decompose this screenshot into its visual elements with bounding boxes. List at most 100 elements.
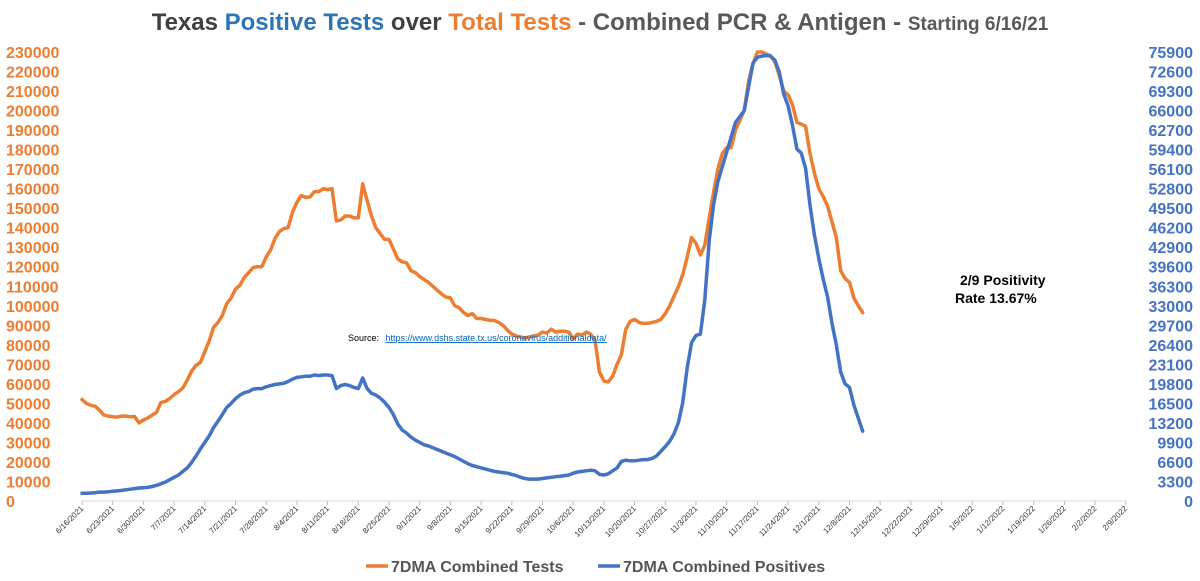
source-note: Source: https://www.dshs.state.tx.us/cor…: [348, 333, 607, 343]
right-tick-label: 23100: [1149, 357, 1194, 374]
left-tick-label: 40000: [6, 416, 51, 433]
x-tick-label: 11/17/2021: [727, 504, 762, 539]
left-tick-label: 190000: [6, 123, 59, 140]
right-tick-label: 49500: [1149, 201, 1194, 218]
left-tick-label: 30000: [6, 435, 51, 452]
x-tick-label: 1/5/2022: [947, 504, 976, 533]
right-tick-label: 56100: [1149, 162, 1194, 179]
x-tick-label: 8/11/2021: [300, 504, 331, 535]
left-tick-label: 100000: [6, 299, 59, 316]
legend: 7DMA Combined Tests 7DMA Combined Positi…: [366, 559, 825, 576]
left-tick-label: 170000: [6, 162, 59, 179]
left-tick-label: 110000: [6, 279, 59, 296]
right-tick-label: 66000: [1149, 104, 1194, 121]
x-tick-label: 12/29/2021: [910, 504, 945, 539]
right-tick-label: 33000: [1149, 299, 1194, 316]
x-tick-label: 10/27/2021: [634, 504, 669, 539]
x-tick-label: 11/10/2021: [696, 504, 731, 539]
series-lines: [80, 50, 865, 496]
x-tick-label: 9/8/2021: [425, 504, 454, 533]
x-tick-label: 9/29/2021: [514, 504, 546, 536]
x-tick-label: 7/28/2021: [238, 504, 270, 536]
right-tick-label: 9900: [1157, 435, 1193, 452]
x-tick-label: 1/26/2022: [1036, 504, 1068, 536]
left-tick-label: 160000: [6, 182, 59, 199]
right-axis: 0 3300 6600 9900 13200 16500 19800 23100 26400 29…: [1149, 45, 1194, 511]
left-tick-label: 140000: [6, 221, 59, 238]
x-tick-label: 9/22/2021: [484, 504, 516, 536]
right-tick-label: 6600: [1157, 455, 1193, 472]
left-tick-label: 80000: [6, 338, 51, 355]
left-tick-label: 50000: [6, 396, 51, 413]
x-tick-label: 12/15/2021: [849, 504, 884, 539]
x-tick-label: 9/1/2021: [395, 504, 424, 533]
x-tick-label: 12/1/2021: [791, 504, 823, 536]
annotation-line-1: 2/9 Positivity: [960, 272, 1046, 288]
x-tick-label: 8/4/2021: [272, 504, 301, 533]
title-part-2: over: [384, 9, 448, 36]
right-tick-label: 46200: [1149, 221, 1194, 238]
left-tick-label: 90000: [6, 318, 51, 335]
x-tick-label: 10/20/2021: [603, 504, 638, 539]
x-axis: 6/16/2021 6/23/2021 6/30/2021 7/7/2021 7/14/…: [54, 501, 1130, 539]
x-tick-label: 6/16/2021: [54, 504, 86, 536]
left-tick-label: 180000: [6, 143, 59, 160]
left-tick-label: 130000: [6, 240, 59, 257]
right-tick-label: 72600: [1149, 65, 1194, 82]
right-tick-label: 52800: [1149, 182, 1194, 199]
right-tick-label: 19800: [1149, 377, 1194, 394]
x-tick-label: 11/3/2021: [668, 504, 699, 535]
left-axis: 0 10000 20000 30000 40000 50000 60000 70000 8000…: [6, 45, 59, 511]
left-tick-label: 60000: [6, 377, 51, 394]
left-tick-label: 210000: [6, 84, 59, 101]
left-tick-label: 10000: [6, 474, 51, 491]
x-tick-label: 12/8/2021: [821, 504, 853, 536]
right-tick-label: 39600: [1149, 260, 1194, 277]
right-tick-label: 26400: [1149, 338, 1194, 355]
right-tick-label: 62700: [1149, 123, 1194, 140]
x-tick-label: 6/23/2021: [85, 504, 117, 536]
series-line-tests: [80, 50, 865, 425]
title-part-4: - Combined PCR & Antigen -: [571, 9, 907, 36]
left-tick-label: 70000: [6, 357, 51, 374]
right-tick-label: 3300: [1157, 474, 1193, 491]
left-tick-label: 200000: [6, 104, 59, 121]
annotation-line-2: Rate 13.67%: [955, 290, 1037, 306]
series-line-positives: [80, 53, 865, 496]
title-part-0: Texas: [152, 9, 225, 36]
chart-title: Texas Positive Tests over Total Tests - …: [152, 9, 1049, 36]
x-tick-label: 1/12/2022: [975, 504, 1007, 536]
right-tick-label: 42900: [1149, 240, 1194, 257]
source-label: Source:: [348, 333, 379, 343]
right-tick-label: 69300: [1149, 84, 1194, 101]
x-tick-label: 7/14/2021: [177, 504, 209, 536]
x-tick-label: 1/19/2022: [1006, 504, 1038, 536]
right-tick-label: 59400: [1149, 143, 1194, 160]
x-tick-label: 11/24/2021: [757, 504, 792, 539]
source-link: https://www.dshs.state.tx.us/coronavirus…: [386, 333, 608, 343]
left-tick-label: 230000: [6, 45, 59, 62]
x-tick-label: 12/22/2021: [880, 504, 915, 539]
title-part-3: Total Tests: [448, 9, 571, 36]
legend-label-positives: 7DMA Combined Positives: [623, 559, 825, 576]
left-tick-label: 20000: [6, 455, 51, 472]
x-tick-label: 7/7/2021: [149, 504, 178, 533]
x-tick-label: 9/15/2021: [453, 504, 485, 536]
x-tick-label: 6/30/2021: [115, 504, 147, 536]
title-part-5: Starting 6/16/21: [908, 14, 1049, 35]
left-tick-label: 0: [6, 494, 15, 511]
left-tick-label: 150000: [6, 201, 59, 218]
right-tick-label: 75900: [1149, 45, 1194, 62]
right-tick-label: 16500: [1149, 396, 1194, 413]
left-tick-label: 120000: [6, 260, 59, 277]
x-tick-label: 10/6/2021: [545, 504, 577, 536]
x-tick-label: 8/18/2021: [330, 504, 362, 536]
right-tick-label: 13200: [1149, 416, 1194, 433]
x-tick-label: 2/2/2022: [1070, 504, 1099, 533]
title-part-1: Positive Tests: [225, 9, 385, 36]
left-tick-label: 220000: [6, 65, 59, 82]
x-tick-label: 2/9/2022: [1101, 504, 1130, 533]
x-tick-label: 10/13/2021: [573, 504, 608, 539]
legend-label-tests: 7DMA Combined Tests: [391, 559, 564, 576]
